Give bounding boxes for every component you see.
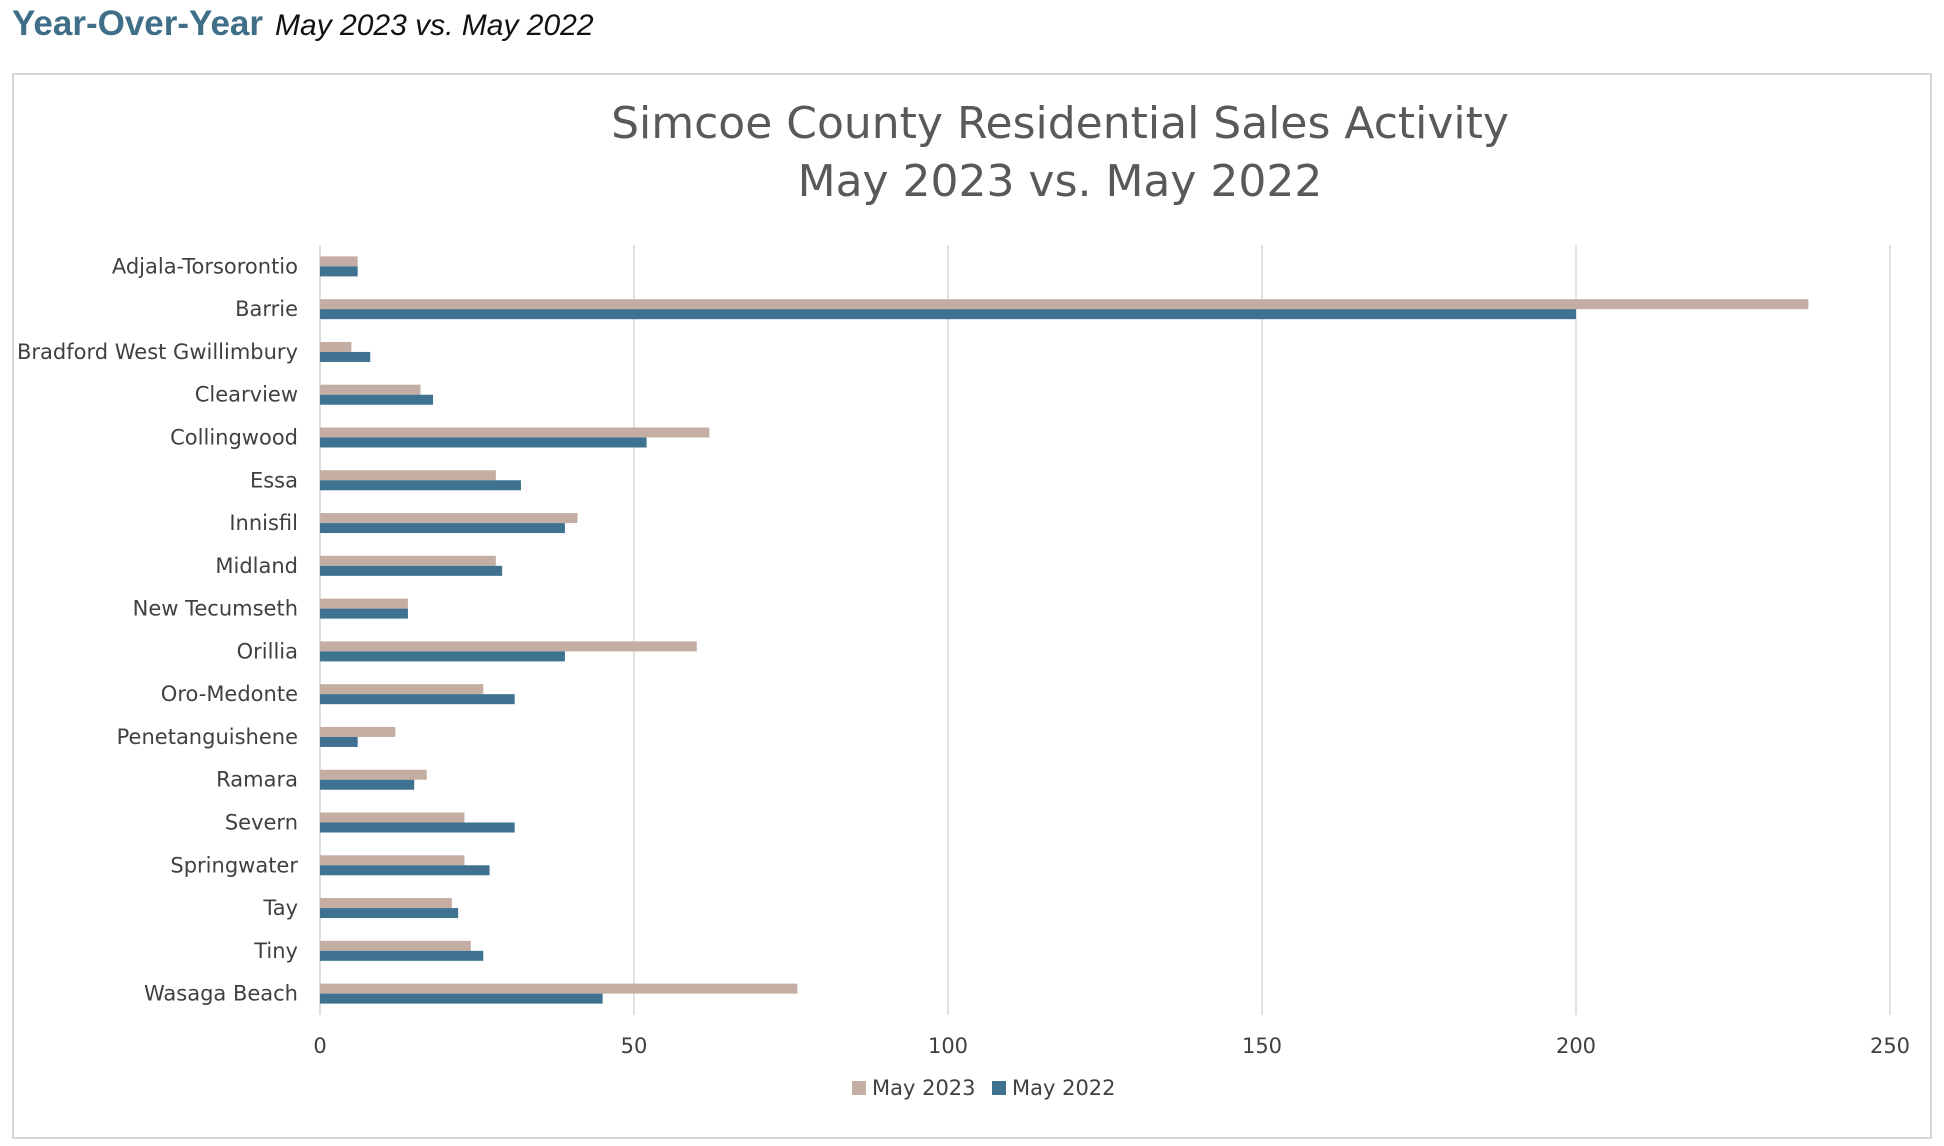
category-label: Wasaga Beach bbox=[144, 982, 298, 1006]
bar bbox=[320, 779, 415, 790]
bar bbox=[320, 266, 358, 277]
chart-title: Simcoe County Residential Sales Activity… bbox=[611, 98, 1509, 207]
page-title: Year-Over-Year bbox=[12, 4, 264, 43]
gridlines bbox=[319, 245, 1891, 1015]
chart-title-line-1: Simcoe County Residential Sales Activity bbox=[611, 98, 1509, 149]
bar bbox=[320, 855, 465, 866]
x-tick-label: 250 bbox=[1870, 1034, 1910, 1058]
bar bbox=[320, 480, 521, 491]
x-tick-label: 50 bbox=[621, 1034, 648, 1058]
bar bbox=[320, 822, 515, 833]
legend-label: May 2023 bbox=[872, 1076, 976, 1100]
x-axis-tick-labels: 0 50 100 150 200 250 bbox=[313, 1034, 1910, 1058]
bar bbox=[320, 256, 358, 267]
category-label: Springwater bbox=[170, 853, 298, 877]
bar bbox=[320, 940, 471, 951]
x-tick-label: 100 bbox=[928, 1034, 968, 1058]
legend-swatch bbox=[852, 1081, 866, 1095]
bar bbox=[320, 309, 1576, 320]
category-label: Barrie bbox=[235, 297, 298, 321]
bar bbox=[320, 384, 421, 395]
x-tick-label: 200 bbox=[1556, 1034, 1596, 1058]
bar bbox=[320, 983, 798, 994]
bar bbox=[320, 523, 565, 534]
bar bbox=[320, 865, 490, 876]
bar bbox=[320, 684, 484, 695]
bar bbox=[320, 812, 465, 823]
bar bbox=[320, 513, 578, 524]
bar bbox=[320, 608, 408, 619]
bar bbox=[320, 950, 484, 961]
category-label: Orillia bbox=[237, 639, 298, 663]
category-label: Adjala-Torsorontio bbox=[112, 254, 298, 278]
chart-title-line-2: May 2023 vs. May 2022 bbox=[798, 156, 1323, 207]
bar bbox=[320, 694, 515, 705]
category-label: Innisfil bbox=[229, 511, 298, 535]
category-label: Penetanguishene bbox=[117, 725, 298, 749]
bar bbox=[320, 470, 496, 481]
category-label: Bradford West Gwillimbury bbox=[17, 340, 298, 364]
category-label: Tiny bbox=[253, 939, 298, 963]
chart-frame: Simcoe County Residential Sales Activity… bbox=[12, 73, 1932, 1139]
category-label: Ramara bbox=[216, 768, 298, 792]
bar bbox=[320, 565, 503, 576]
legend-swatch bbox=[992, 1081, 1006, 1095]
bar bbox=[320, 898, 452, 909]
bar bbox=[320, 993, 603, 1004]
legend-label: May 2022 bbox=[1012, 1076, 1116, 1100]
bar bbox=[320, 908, 459, 919]
bar bbox=[320, 394, 434, 405]
bar bbox=[320, 651, 565, 662]
bar bbox=[320, 437, 647, 448]
bar bbox=[320, 299, 1809, 310]
bar bbox=[320, 427, 710, 438]
category-label: Midland bbox=[215, 554, 298, 578]
bar-series bbox=[320, 256, 1809, 1004]
bar bbox=[320, 641, 697, 652]
bar bbox=[320, 736, 358, 747]
bar bbox=[320, 769, 427, 780]
bar bbox=[320, 598, 408, 609]
category-label: Oro-Medonte bbox=[161, 682, 298, 706]
bar bbox=[320, 726, 396, 737]
page-subtitle: May 2023 vs. May 2022 bbox=[275, 9, 594, 42]
category-label: Collingwood bbox=[170, 426, 298, 450]
category-labels: Adjala-Torsorontio Barrie Bradford West Gw… bbox=[17, 254, 298, 1005]
page-header: Year-Over-Year May 2023 vs. May 2022 bbox=[12, 4, 594, 54]
bar bbox=[320, 555, 496, 566]
bar bbox=[320, 341, 352, 352]
category-label: Essa bbox=[250, 468, 298, 492]
category-label: Clearview bbox=[195, 383, 298, 407]
category-label: Tay bbox=[262, 896, 298, 920]
chart-legend: May 2023 May 2022 bbox=[852, 1076, 1116, 1100]
bar bbox=[320, 351, 371, 362]
category-label: New Tecumseth bbox=[133, 597, 298, 621]
x-tick-label: 150 bbox=[1242, 1034, 1282, 1058]
bar-chart: Simcoe County Residential Sales Activity… bbox=[17, 98, 1910, 1100]
x-tick-label: 0 bbox=[313, 1034, 326, 1058]
category-label: Severn bbox=[225, 811, 298, 835]
